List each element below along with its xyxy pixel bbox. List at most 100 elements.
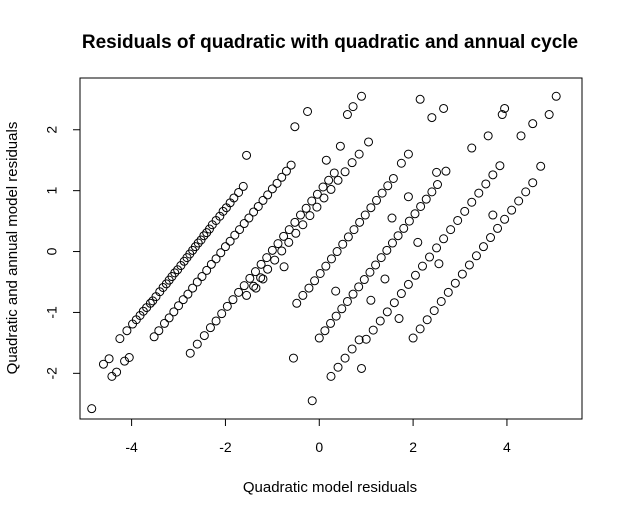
data-point <box>112 367 122 377</box>
data-point <box>199 331 209 341</box>
data-point <box>376 253 386 263</box>
data-point <box>410 209 420 219</box>
data-point <box>357 363 366 373</box>
data-point <box>281 166 291 176</box>
data-point <box>253 201 263 211</box>
data-point <box>427 113 437 123</box>
data-point <box>245 273 255 283</box>
data-point <box>174 301 184 311</box>
data-point <box>427 187 437 197</box>
data-point <box>98 359 108 369</box>
data-point <box>215 211 225 221</box>
data-point <box>441 166 451 176</box>
data-point <box>228 295 238 305</box>
data-point <box>263 190 273 200</box>
data-point <box>329 168 339 178</box>
data-point <box>425 252 435 262</box>
data-point <box>387 213 397 223</box>
x-tick-label: -4 <box>125 439 138 455</box>
data-point <box>170 268 180 278</box>
data-point <box>326 371 336 381</box>
x-tick-label: 4 <box>503 439 511 455</box>
data-point <box>337 304 347 314</box>
data-point <box>467 197 477 207</box>
y-tick-label: 2 <box>44 126 60 134</box>
data-point <box>242 150 252 160</box>
data-point <box>443 287 453 297</box>
data-point <box>202 265 212 275</box>
data-point <box>343 232 353 242</box>
y-axis-label: Quadratic and annual model residuals <box>4 122 21 375</box>
data-point <box>244 213 254 223</box>
data-point <box>516 131 526 141</box>
data-point <box>273 239 283 249</box>
data-point <box>220 242 230 252</box>
data-point <box>497 110 507 120</box>
data-point <box>331 286 341 296</box>
data-point <box>250 267 260 277</box>
data-point <box>267 184 277 194</box>
x-tick-label: 2 <box>409 439 417 455</box>
y-tick-label: 0 <box>44 247 60 255</box>
data-point <box>375 316 385 326</box>
data-point <box>145 298 155 308</box>
data-point <box>536 161 546 171</box>
data-point <box>270 255 280 265</box>
data-point <box>365 267 375 277</box>
data-point <box>377 188 387 198</box>
data-point <box>304 283 314 293</box>
data-point <box>303 106 313 116</box>
data-point <box>464 260 474 270</box>
data-point <box>439 103 449 113</box>
data-point <box>298 220 308 230</box>
data-point <box>495 161 505 171</box>
data-point <box>291 228 301 238</box>
x-tick-label: -2 <box>219 439 232 455</box>
data-point <box>238 181 248 191</box>
data-point <box>433 180 442 190</box>
data-point <box>416 201 426 211</box>
data-point <box>216 248 226 258</box>
data-point <box>348 102 358 112</box>
data-point <box>312 202 322 212</box>
data-point <box>197 272 207 282</box>
data-point <box>359 275 369 285</box>
data-point <box>333 362 343 372</box>
data-point <box>364 137 374 147</box>
data-point <box>235 225 245 235</box>
data-point <box>446 225 456 235</box>
x-tick-label: 0 <box>315 439 323 455</box>
data-point <box>239 281 249 291</box>
data-point <box>159 318 169 328</box>
data-point <box>387 238 397 248</box>
data-point <box>348 289 358 299</box>
data-point <box>217 309 227 319</box>
data-point <box>408 333 418 343</box>
data-point <box>331 311 341 321</box>
y-tick-label: 1 <box>44 187 60 195</box>
x-axis: -4 -2 0 2 4 <box>125 418 511 455</box>
data-point <box>500 103 510 113</box>
data-point <box>333 175 343 185</box>
data-point <box>321 155 331 165</box>
data-point <box>284 237 294 247</box>
data-point <box>169 307 179 317</box>
data-point <box>290 122 300 132</box>
data-point <box>410 270 420 280</box>
data-point <box>355 217 365 227</box>
data-point <box>154 326 164 336</box>
data-point <box>429 306 439 316</box>
data-point <box>262 253 272 263</box>
data-point <box>298 290 308 300</box>
data-point <box>380 274 390 284</box>
data-point <box>193 238 203 248</box>
data-point <box>324 175 334 185</box>
data-point <box>439 234 449 244</box>
data-point <box>239 219 249 229</box>
data-point <box>415 324 425 334</box>
data-point <box>251 283 261 293</box>
data-point <box>149 332 159 342</box>
data-point <box>326 318 336 328</box>
data-point <box>415 94 425 104</box>
